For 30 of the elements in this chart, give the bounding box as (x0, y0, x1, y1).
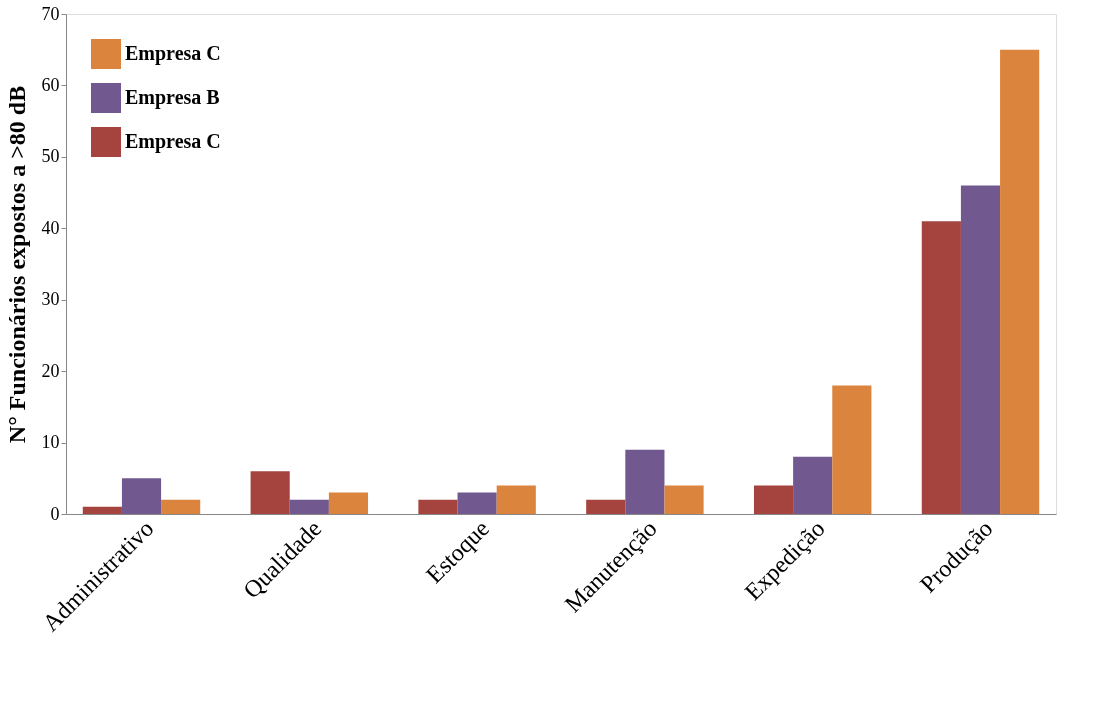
y-tick-label: 20 (41, 360, 60, 381)
bar (289, 499, 329, 514)
bar (328, 492, 369, 514)
bar (960, 185, 1001, 514)
bar (457, 492, 497, 514)
y-tick-label: 30 (41, 289, 60, 310)
y-tick-label: 70 (41, 3, 60, 24)
bar (496, 485, 536, 514)
bar (625, 449, 665, 514)
bar (793, 456, 833, 514)
bar (586, 499, 626, 514)
bar (250, 471, 290, 514)
y-axis-title: N° Funcionários expostos a >80 dB (3, 85, 30, 444)
y-tick-label: 10 (41, 432, 60, 453)
bar (921, 221, 961, 514)
y-tick-label: 50 (41, 146, 60, 167)
legend-label: Empresa B (125, 86, 220, 109)
bar (832, 385, 872, 514)
bar (418, 499, 458, 514)
bar (664, 485, 704, 514)
y-tick-label: 0 (50, 503, 60, 524)
bar (121, 478, 162, 514)
y-tick-label: 60 (41, 74, 60, 95)
y-tick-label: 40 (41, 217, 60, 238)
bar (1000, 49, 1040, 514)
bar (753, 485, 794, 514)
bar (82, 506, 122, 514)
bar (161, 499, 201, 514)
legend-label: Empresa C (125, 130, 221, 153)
legend-label: Empresa C (125, 42, 221, 65)
